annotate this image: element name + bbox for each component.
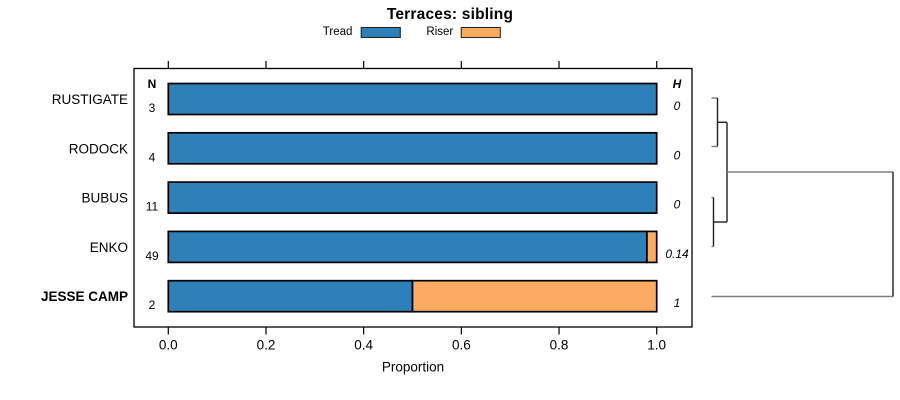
bar-segment-riser [411,279,658,313]
riser-swatch-icon [461,26,502,38]
n-value: 4 [149,150,156,164]
h-value: 0 [674,198,681,212]
legend-label-tread: Tread [322,26,353,38]
x-tick-label: 0.6 [452,338,471,353]
n-value: 2 [149,298,156,312]
n-value: 3 [149,101,156,115]
category-label: RUSTIGATE [52,92,128,107]
n-value: 49 [145,249,159,263]
bar-segment-tread [167,82,658,116]
n-value: 11 [146,200,159,214]
tread-swatch-icon [360,26,401,38]
category-label: RODOCK [69,141,128,156]
bar-segment-tread [167,131,658,165]
bar-segment-tread [167,181,658,214]
h-column-header: H [673,77,682,91]
h-value: 0 [674,99,681,113]
bar-segment-tread [167,230,648,264]
x-axis-label: Proportion [382,360,444,375]
legend: Tread Riser [322,26,502,38]
x-tick-label: 0.0 [159,338,178,353]
plot-box [133,67,693,328]
category-label: BUBUS [81,191,128,206]
bar-segment-tread [167,279,414,313]
chart-title: Terraces: sibling [386,6,514,23]
bar-segment-riser [646,230,658,264]
h-value: 1 [674,296,681,310]
x-tick-label: 0.4 [354,338,373,353]
x-tick-label: 1.0 [647,338,666,353]
legend-label-riser: Riser [426,26,454,38]
x-tick-label: 0.2 [257,338,276,353]
n-column-header: N [148,77,157,91]
category-label: JESSE CAMP [41,289,128,304]
h-value: 0.14 [665,247,689,261]
x-tick-label: 0.8 [550,338,569,353]
category-label: ENKO [90,240,128,255]
h-value: 0 [674,148,681,162]
